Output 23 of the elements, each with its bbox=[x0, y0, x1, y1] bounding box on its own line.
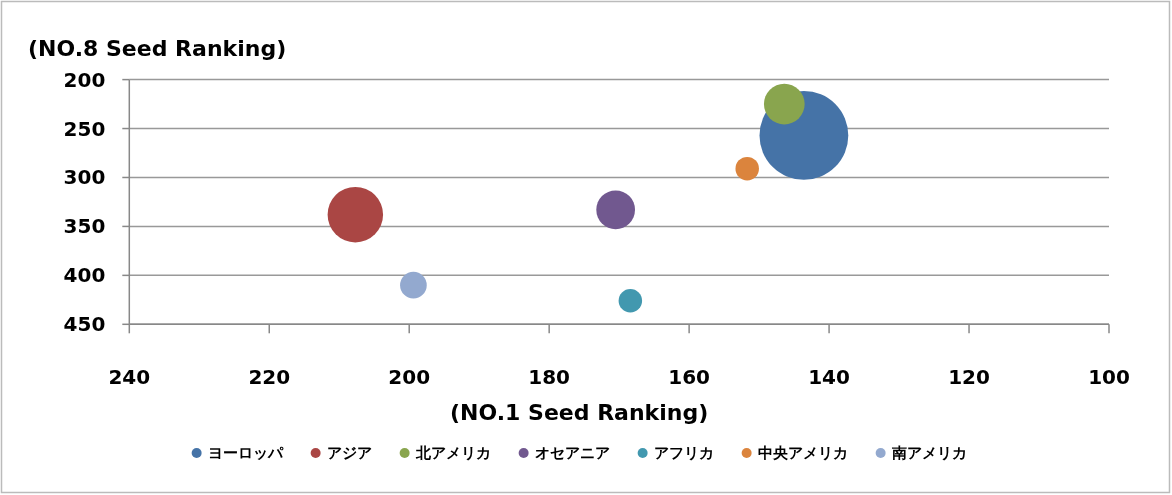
y-tick-label: 250 bbox=[63, 116, 106, 141]
x-axis-title: (NO.1 Seed Ranking) bbox=[450, 400, 709, 425]
legend-label: オセアニア bbox=[534, 444, 610, 462]
x-tick-label: 140 bbox=[808, 365, 850, 390]
x-tick-label: 160 bbox=[668, 365, 710, 390]
x-tick-label: 100 bbox=[1088, 365, 1130, 390]
legend-label: 中央アメリカ bbox=[757, 444, 848, 462]
y-tick-label: 200 bbox=[63, 67, 106, 92]
x-tick-label: 200 bbox=[388, 365, 431, 390]
legend-label: アフリカ bbox=[653, 444, 714, 462]
y-tick-label: 300 bbox=[63, 165, 106, 190]
y-tick-label: 350 bbox=[63, 214, 106, 239]
legend-label: ヨーロッパ bbox=[207, 444, 284, 462]
y-tick-label: 450 bbox=[63, 312, 106, 337]
x-tick-label: 120 bbox=[948, 365, 990, 390]
legend-label: 南アメリカ bbox=[890, 444, 967, 462]
y-axis-title: (NO.8 Seed Ranking) bbox=[28, 36, 287, 61]
legend-label: 北アメリカ bbox=[414, 444, 491, 462]
x-tick-label: 220 bbox=[248, 365, 291, 390]
x-tick-label: 240 bbox=[108, 365, 151, 390]
y-tick-label: 400 bbox=[63, 263, 106, 288]
x-tick-label: 180 bbox=[528, 365, 571, 390]
legend-label: アジア bbox=[326, 444, 372, 462]
